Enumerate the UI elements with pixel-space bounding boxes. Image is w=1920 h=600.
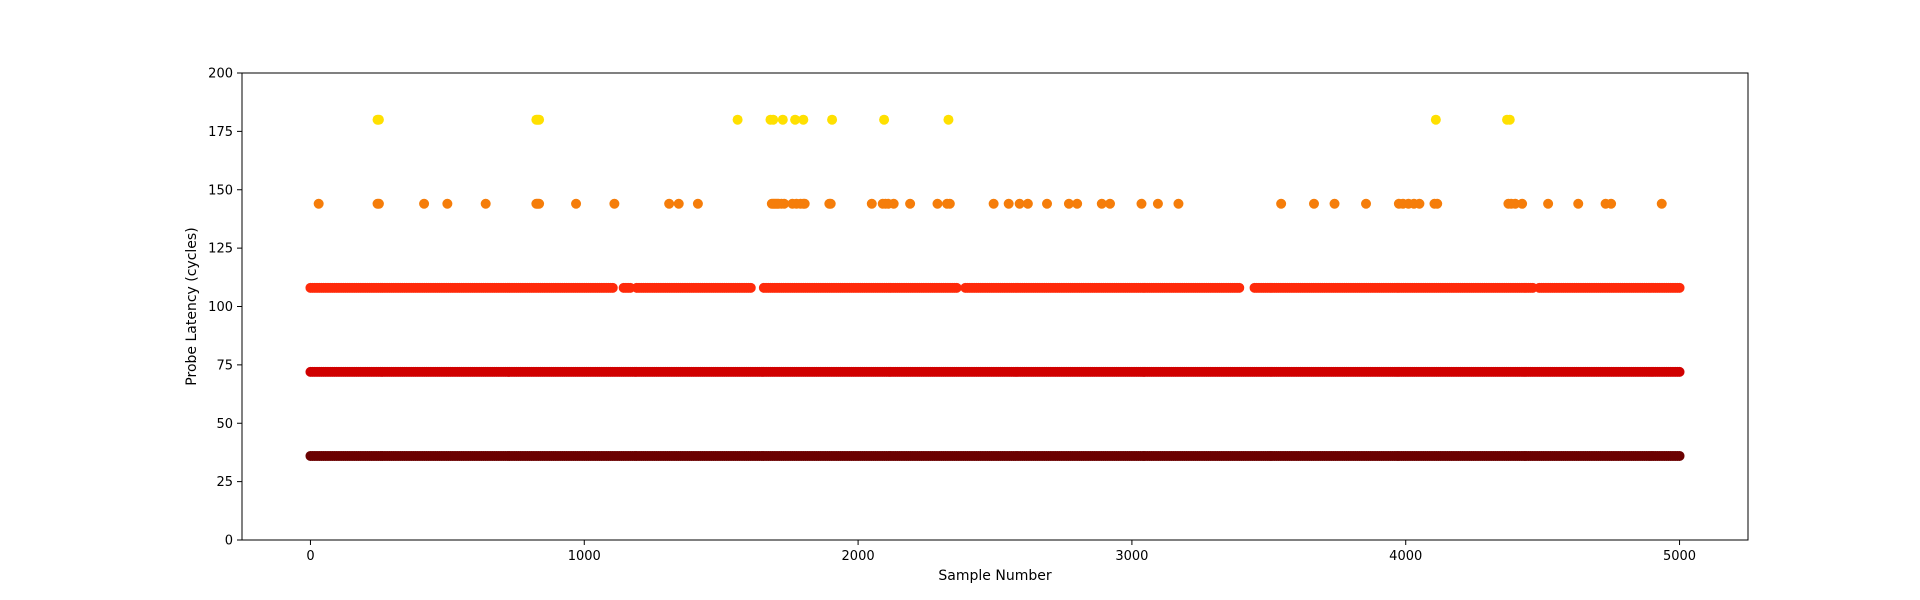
data-point <box>827 114 838 125</box>
x-tick-label: 5000 <box>1663 549 1696 564</box>
data-point <box>609 198 620 209</box>
data-point <box>1329 198 1340 209</box>
data-point <box>313 198 324 209</box>
data-points <box>305 114 1685 461</box>
data-point <box>888 198 899 209</box>
x-tick-label: 3000 <box>1115 549 1148 564</box>
data-point <box>1014 198 1025 209</box>
series-144 <box>313 198 1667 209</box>
x-axis-ticks: 0 1000 2000 3000 4000 5000 <box>306 540 1696 564</box>
data-point <box>1504 114 1515 125</box>
x-axis-label: Sample Number <box>938 568 1051 584</box>
data-point <box>1606 198 1617 209</box>
y-tick-label: 25 <box>216 475 233 490</box>
data-point <box>373 198 384 209</box>
y-tick-label: 100 <box>208 300 233 315</box>
y-tick-label: 75 <box>216 358 233 373</box>
data-point <box>1173 198 1184 209</box>
data-point <box>480 198 491 209</box>
data-point <box>732 114 743 125</box>
data-point <box>1656 198 1667 209</box>
data-point <box>664 198 675 209</box>
data-point <box>825 198 836 209</box>
y-tick-label: 150 <box>208 183 233 198</box>
data-point <box>932 198 943 209</box>
data-point <box>419 198 430 209</box>
data-point <box>534 114 545 125</box>
data-point <box>1674 366 1685 377</box>
data-point <box>799 198 810 209</box>
data-point <box>1152 198 1163 209</box>
data-point <box>1022 198 1033 209</box>
y-tick-label: 0 <box>225 534 233 549</box>
data-point <box>1674 282 1685 293</box>
data-point <box>1063 198 1074 209</box>
data-point <box>607 282 618 293</box>
data-point <box>534 198 545 209</box>
y-tick-label: 175 <box>208 125 233 140</box>
series-72 <box>305 366 1685 377</box>
y-axis-ticks: 0 25 50 75 100 125 150 175 200 <box>208 67 242 549</box>
data-point <box>1430 114 1441 125</box>
data-point <box>944 198 955 209</box>
data-point <box>1432 198 1443 209</box>
data-point <box>692 198 703 209</box>
data-point <box>1105 198 1116 209</box>
data-point <box>1517 198 1528 209</box>
data-point <box>745 282 756 293</box>
data-point <box>1543 198 1554 209</box>
y-tick-label: 50 <box>216 417 233 432</box>
data-point <box>777 114 788 125</box>
data-point <box>373 114 384 125</box>
data-point <box>790 114 801 125</box>
series-108 <box>305 282 1685 293</box>
data-point <box>1234 282 1245 293</box>
data-point <box>1136 198 1147 209</box>
data-point <box>571 198 582 209</box>
data-point <box>779 198 790 209</box>
data-point <box>1573 198 1584 209</box>
series-36 <box>305 450 1685 461</box>
data-point <box>951 282 962 293</box>
data-point <box>943 114 954 125</box>
x-tick-label: 1000 <box>568 549 601 564</box>
x-tick-label: 4000 <box>1389 549 1422 564</box>
data-point <box>1361 198 1372 209</box>
data-point <box>1414 198 1425 209</box>
y-tick-label: 200 <box>208 67 233 82</box>
data-point <box>1510 198 1521 209</box>
data-point <box>1674 450 1685 461</box>
data-point <box>768 114 779 125</box>
y-tick-label: 125 <box>208 242 233 257</box>
data-point <box>1042 198 1053 209</box>
series-180 <box>372 114 1515 125</box>
data-point <box>1308 198 1319 209</box>
data-point <box>1276 198 1287 209</box>
data-point <box>905 198 916 209</box>
data-point <box>442 198 453 209</box>
data-point <box>1003 198 1014 209</box>
x-tick-label: 2000 <box>842 549 875 564</box>
data-point <box>1072 198 1083 209</box>
x-tick-label: 0 <box>306 549 314 564</box>
data-point <box>673 198 684 209</box>
data-point <box>879 114 890 125</box>
data-point <box>1096 198 1107 209</box>
data-point <box>866 198 877 209</box>
data-point <box>988 198 999 209</box>
y-axis-label: Probe Latency (cycles) <box>184 227 200 385</box>
data-point <box>798 114 809 125</box>
